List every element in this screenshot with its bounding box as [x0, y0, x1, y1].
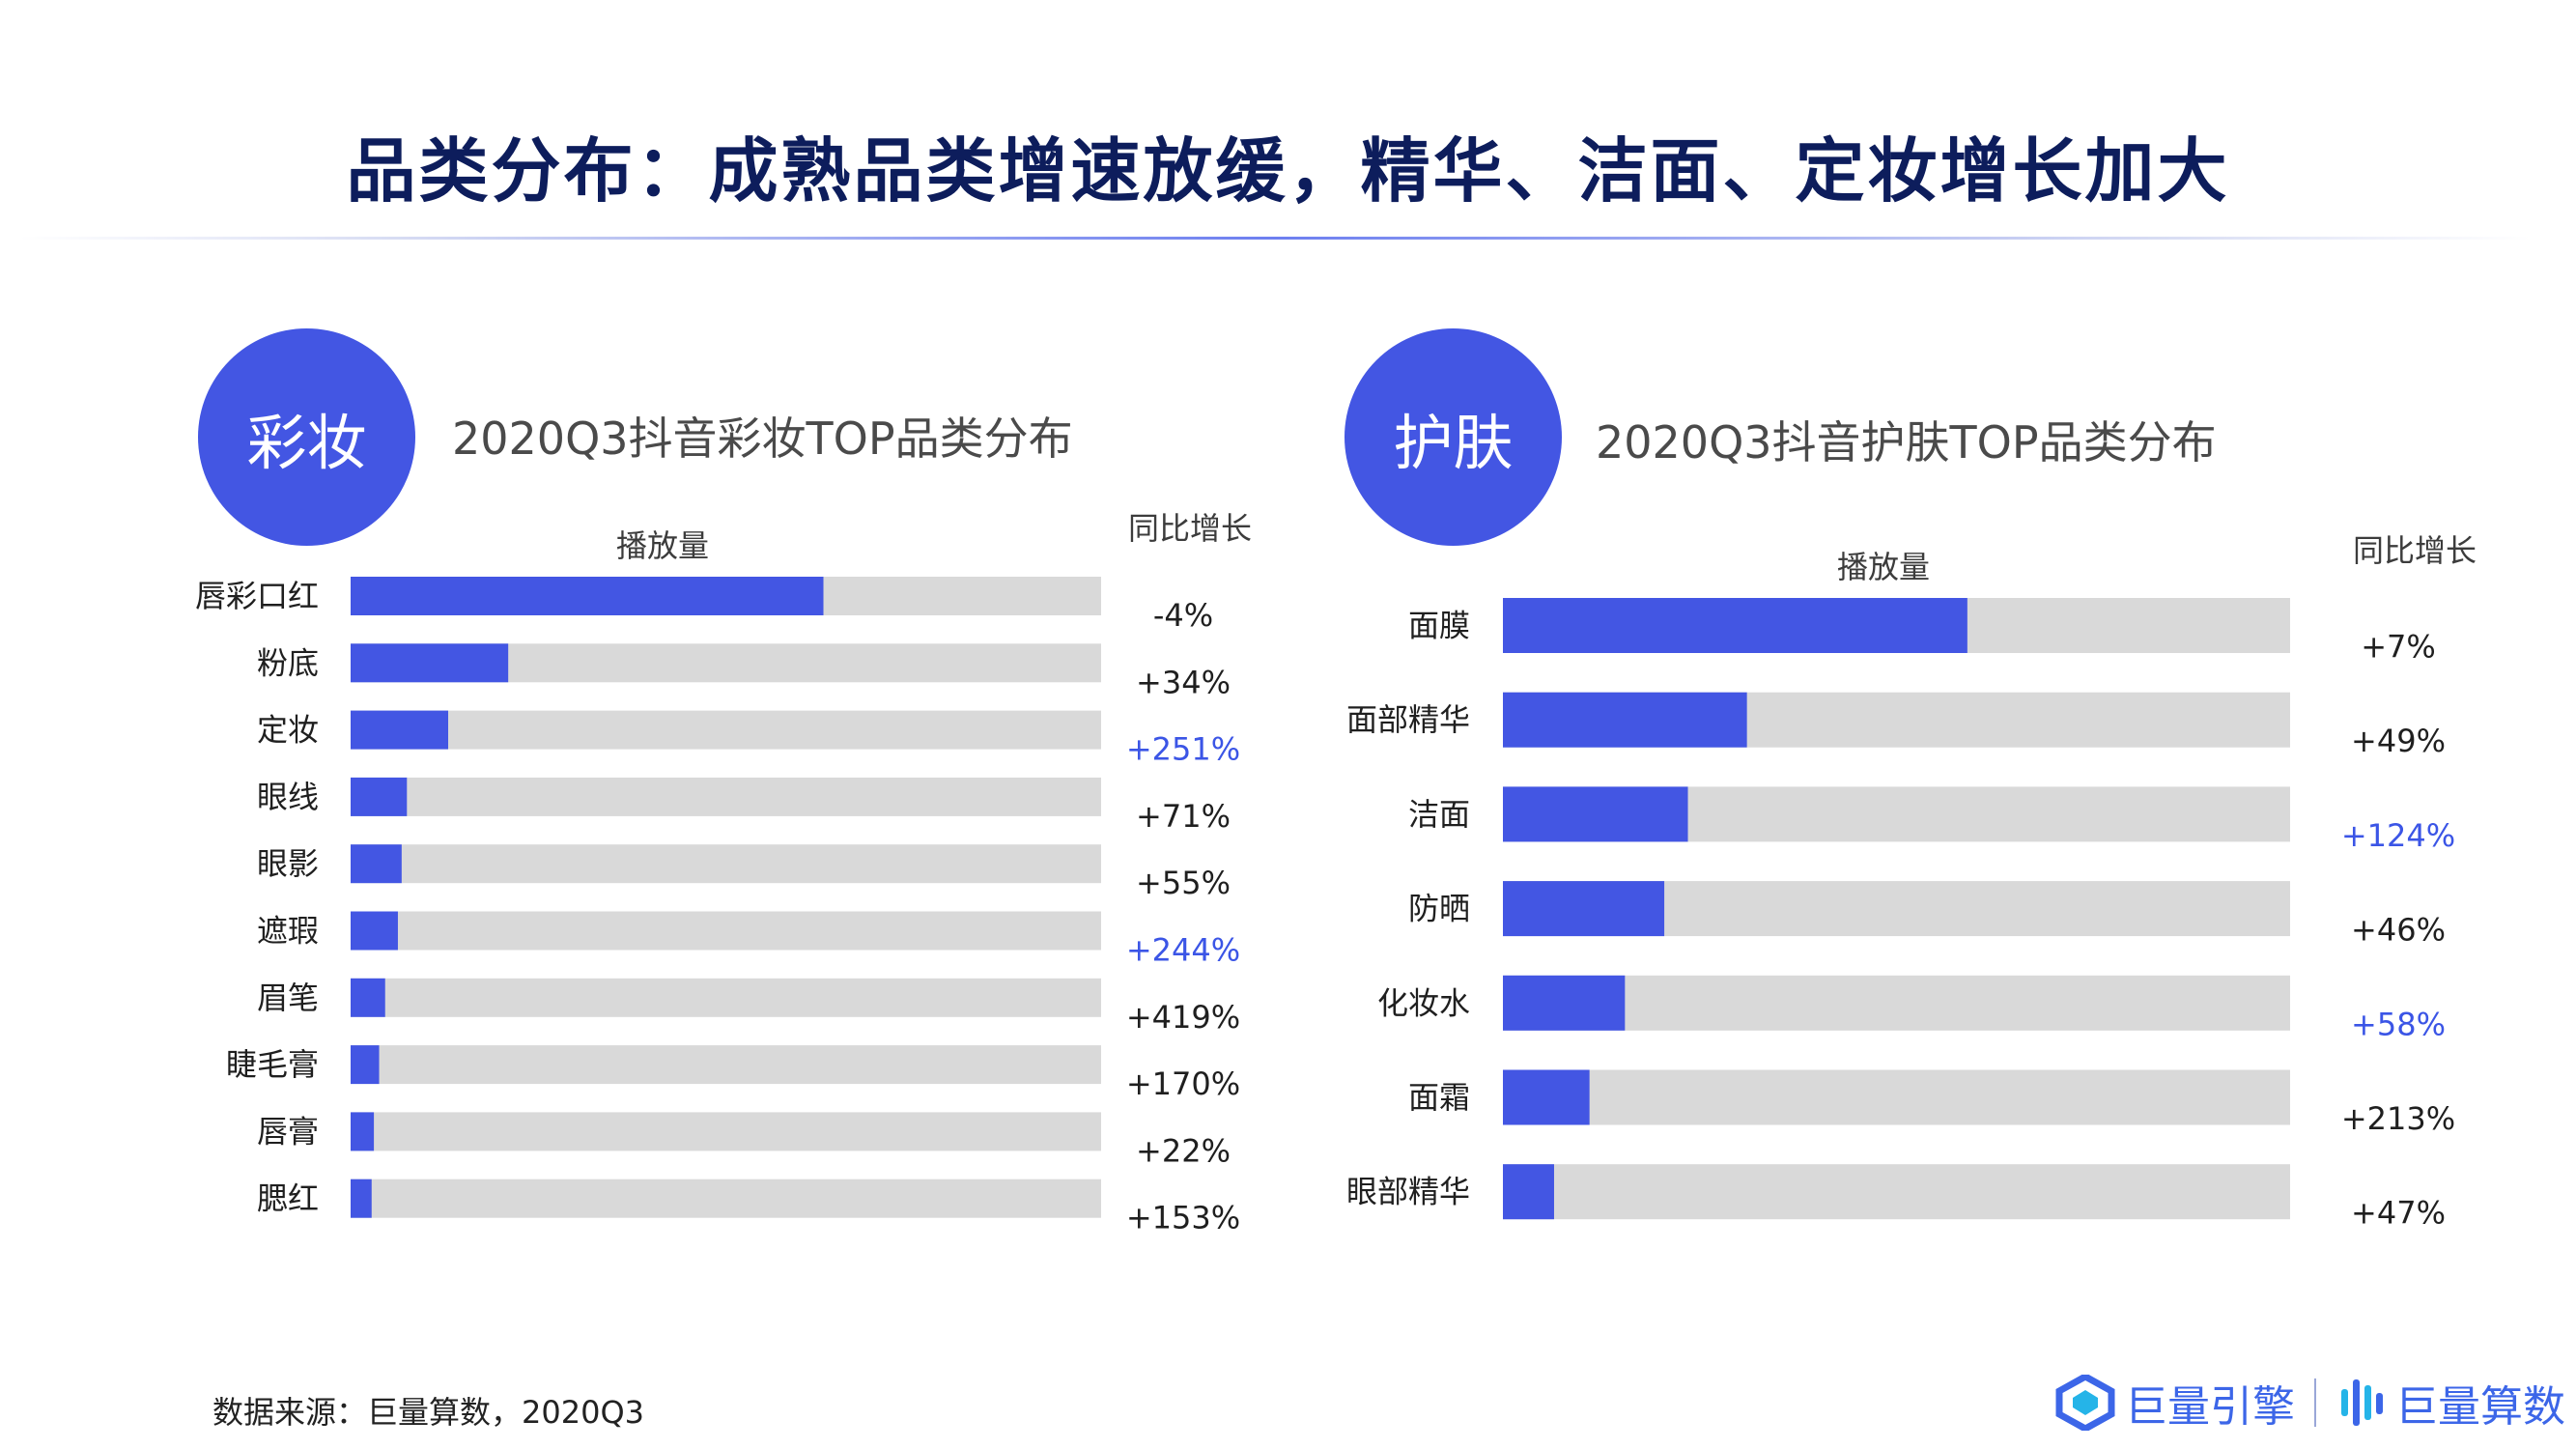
makeup-growth-header: 同比增长 — [1128, 510, 1253, 547]
makeup-category-label: 腮红 — [257, 1180, 319, 1217]
brand-logos: 巨量引擎 巨量算数 — [2055, 1374, 2565, 1432]
makeup-category-label: 唇膏 — [257, 1113, 319, 1150]
makeup-bar-track — [351, 978, 1101, 1017]
makeup-growth-value: +55% — [1136, 865, 1231, 901]
skincare-badge: 护肤 — [1345, 328, 1562, 546]
makeup-category-label: 遮瑕 — [257, 913, 319, 950]
makeup-chart-title: 2020Q3抖音彩妆TOP品类分布 — [452, 412, 1073, 465]
skincare-growth-value: +47% — [2351, 1195, 2446, 1232]
makeup-category-label: 睫毛膏 — [226, 1046, 319, 1083]
makeup-bar-header: 播放量 — [616, 527, 710, 564]
skincare-chart-title: 2020Q3抖音护肤TOP品类分布 — [1596, 416, 2217, 469]
makeup-bar-track — [351, 844, 1101, 884]
skincare-bar — [1503, 1069, 1590, 1125]
makeup-bar — [351, 1112, 375, 1151]
makeup-bar — [351, 643, 509, 683]
title-divider — [19, 237, 2531, 240]
makeup-bar — [351, 844, 402, 884]
skincare-bar — [1503, 975, 1626, 1031]
skincare-growth-header: 同比增长 — [2353, 532, 2477, 569]
makeup-bar-track — [351, 1112, 1101, 1151]
skincare-category-label: 防晒 — [1408, 891, 1470, 927]
ocean-engine-logo-icon — [2055, 1375, 2115, 1431]
skincare-bar-track — [1503, 1164, 2290, 1220]
makeup-growth-value: +22% — [1136, 1132, 1231, 1169]
makeup-category-label: 眉笔 — [257, 980, 319, 1016]
skincare-category-label: 面霜 — [1408, 1079, 1470, 1116]
makeup-growth-value: +419% — [1126, 999, 1240, 1036]
skincare-bar-track — [1503, 975, 2290, 1031]
makeup-growth-value: +170% — [1126, 1065, 1240, 1102]
skincare-growth-value: +7% — [2361, 629, 2436, 666]
skincare-bar-header: 播放量 — [1837, 549, 1931, 585]
skincare-category-label: 面部精华 — [1346, 701, 1470, 738]
makeup-badge: 彩妆 — [198, 328, 415, 546]
ocean-data-logo-icon — [2341, 1379, 2383, 1426]
makeup-category-label: 眼线 — [257, 779, 319, 815]
makeup-bar-track — [351, 1045, 1101, 1085]
makeup-category-label: 粉底 — [257, 644, 319, 681]
makeup-bar — [351, 978, 385, 1017]
makeup-category-label: 定妆 — [257, 712, 319, 749]
skincare-growth-value: +46% — [2351, 912, 2446, 949]
makeup-bar — [351, 777, 408, 816]
makeup-growth-value: -4% — [1153, 597, 1213, 634]
makeup-growth-value: +244% — [1126, 932, 1240, 969]
makeup-bar — [351, 577, 824, 615]
skincare-bar — [1503, 1164, 1554, 1220]
makeup-bar — [351, 1045, 380, 1085]
makeup-bar-track — [351, 777, 1101, 816]
makeup-growth-value: +153% — [1126, 1200, 1240, 1236]
makeup-bar — [351, 1179, 372, 1218]
skincare-growth-value: +213% — [2341, 1100, 2455, 1137]
skincare-category-label: 眼部精华 — [1346, 1174, 1470, 1210]
skincare-growth-value: +124% — [2341, 817, 2455, 854]
logo-separator — [2314, 1378, 2316, 1427]
skincare-growth-value: +58% — [2351, 1006, 2446, 1042]
skincare-bar — [1503, 881, 1665, 937]
ocean-engine-logo-text: 巨量引擎 — [2125, 1382, 2295, 1432]
makeup-category-label: 唇彩口红 — [195, 578, 319, 614]
makeup-growth-value: +251% — [1126, 731, 1240, 768]
makeup-category-label: 眼影 — [257, 845, 319, 882]
skincare-category-label: 面膜 — [1408, 608, 1470, 644]
skincare-bar — [1503, 786, 1688, 842]
skincare-category-label: 化妆水 — [1377, 984, 1470, 1021]
data-source-note: 数据来源：巨量算数，2020Q3 — [212, 1394, 644, 1431]
page-title: 品类分布：成熟品类增速放缓，精华、洁面、定妆增长加大 — [346, 130, 2230, 212]
makeup-bar-track — [351, 911, 1101, 951]
skincare-bar — [1503, 598, 1967, 653]
skincare-bar-track — [1503, 1069, 2290, 1125]
skincare-category-label: 洁面 — [1408, 796, 1470, 833]
makeup-bar-track — [351, 1179, 1101, 1218]
ocean-data-logo-text: 巨量算数 — [2395, 1382, 2565, 1432]
makeup-bar — [351, 911, 398, 951]
makeup-growth-value: +71% — [1136, 798, 1231, 835]
makeup-bar — [351, 710, 449, 750]
skincare-growth-value: +49% — [2351, 723, 2446, 759]
makeup-bar-track — [351, 710, 1101, 750]
skincare-bar — [1503, 692, 1747, 748]
makeup-growth-value: +34% — [1136, 664, 1231, 700]
